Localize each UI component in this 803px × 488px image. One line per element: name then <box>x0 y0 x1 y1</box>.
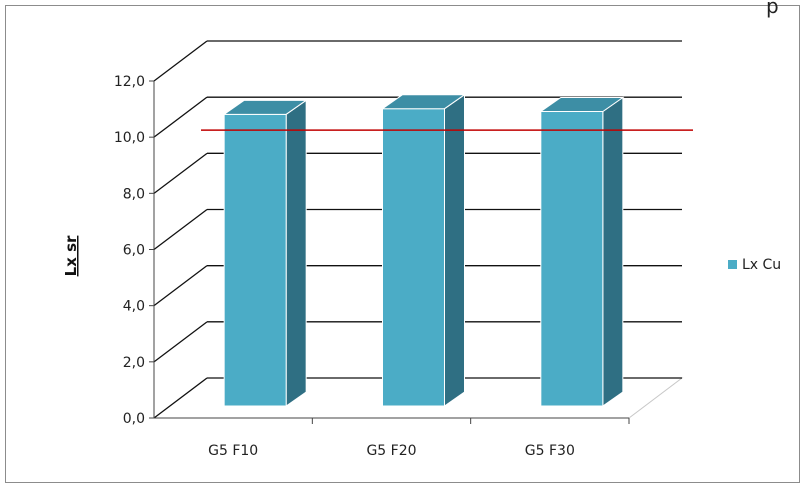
bar-top <box>380 94 467 110</box>
x-category-label: G5 F30 <box>525 443 575 459</box>
cropped-text-fragment: p <box>766 0 779 18</box>
bar-side <box>285 99 307 407</box>
chart-frame: Lx sr 0,0 2,0 4,0 6,0 8,0 10,0 12,0 G5 F10 G5 F2… <box>5 5 800 483</box>
y-tick-label: 0,0 <box>123 411 145 427</box>
x-category-label: G5 F20 <box>366 443 416 459</box>
y-tick-label: 12,0 <box>114 74 145 90</box>
bar <box>223 113 287 407</box>
legend: Lx Cu <box>728 257 781 273</box>
y-tick-label: 10,0 <box>114 130 145 146</box>
legend-label: Lx Cu <box>742 257 781 273</box>
chart-area: Lx sr 0,0 2,0 4,0 6,0 8,0 10,0 12,0 G5 F10 G5 F2… <box>62 40 781 459</box>
gridline-diagonal <box>153 265 208 307</box>
bar-top <box>539 97 625 113</box>
gridline-diagonal <box>153 208 208 251</box>
gridline-diagonal <box>153 40 208 82</box>
y-tick-label: 8,0 <box>123 186 145 202</box>
gridline-diagonal <box>153 321 208 363</box>
legend-swatch <box>728 260 737 269</box>
bar-side <box>444 93 465 407</box>
bar-top <box>222 99 308 115</box>
gridline-diagonal <box>153 377 208 419</box>
x-category-label: G5 F10 <box>208 443 258 459</box>
gridline-diagonal <box>153 96 208 138</box>
y-axis-label: Lx sr <box>62 235 80 276</box>
y-tick-label: 4,0 <box>123 299 145 315</box>
y-tick-label: 6,0 <box>123 243 145 259</box>
bar-side <box>602 96 624 407</box>
gridline-diagonal <box>153 152 208 194</box>
y-tick-label: 2,0 <box>123 355 145 371</box>
bar <box>540 111 604 407</box>
bar <box>382 108 445 407</box>
